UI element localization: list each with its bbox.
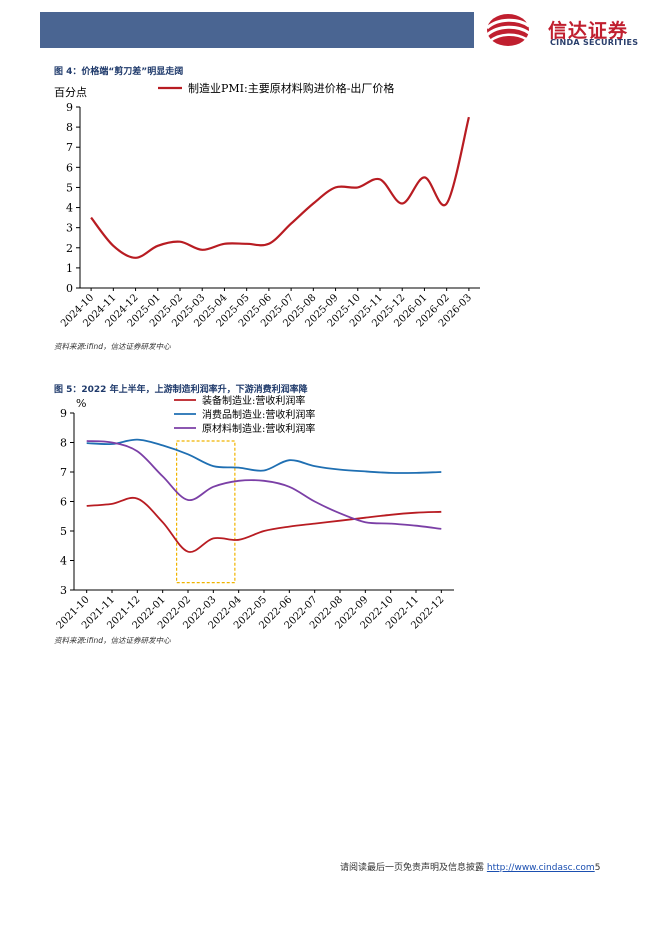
y-tick-label: 3 xyxy=(66,222,73,235)
legend-label: 消费品制造业:营收利润率 xyxy=(202,408,315,421)
website-link[interactable]: http://www.cindasc.com xyxy=(486,863,595,873)
y-tick-label: 9 xyxy=(60,407,67,420)
y-tick-label: 5 xyxy=(60,525,67,538)
y-tick-label: 5 xyxy=(66,181,73,194)
header-bar xyxy=(40,12,474,48)
y-tick-label: 7 xyxy=(66,141,73,154)
figure-5-source: 资料来源:ifind，信达证券研发中心 xyxy=(54,636,171,645)
y-tick-label: 8 xyxy=(66,121,73,134)
figure-4-source: 资料来源:ifind，信达证券研发中心 xyxy=(54,342,171,351)
footer: 请阅读最后一页免责声明及信息披露 http://www.cindasc.com5 xyxy=(340,860,600,873)
series-line xyxy=(86,440,442,530)
y-tick-label: 6 xyxy=(66,161,73,174)
series-line xyxy=(86,496,442,553)
chart-price-scissors: 01234567892024-102024-112024-122025-0120… xyxy=(54,81,480,330)
figure-4-title: 图 4：价格端“剪刀差”明显走阔 xyxy=(54,67,184,77)
legend-label: 装备制造业:营收利润率 xyxy=(202,394,305,407)
chart-profit-margin: 34567892021-102021-112021-122022-012022-… xyxy=(55,394,454,632)
series-line xyxy=(86,438,442,474)
series-line xyxy=(90,116,470,259)
legend-label: 制造业PMI:主要原材料购进价格-出厂价格 xyxy=(188,81,394,95)
legend-label: 原材料制造业:营收利润率 xyxy=(202,422,315,435)
y-tick-label: 6 xyxy=(60,496,67,509)
logo-icon xyxy=(486,14,530,46)
page-number: 5 xyxy=(594,863,601,873)
y-tick-label: 4 xyxy=(66,202,73,215)
y-tick-label: 0 xyxy=(66,282,73,295)
y-tick-label: 1 xyxy=(66,262,73,275)
logo-text-cn: 信达证券 xyxy=(548,20,629,42)
logo-text-en: CINDA SECURITIES xyxy=(550,38,639,47)
y-tick-label: 4 xyxy=(60,555,67,568)
y-axis-label: % xyxy=(76,397,86,410)
disclaimer-text: 请阅读最后一页免责声明及信息披露 xyxy=(340,863,485,873)
figure-5-title: 图 5：2022 年上半年，上游制造利润率升，下游消费利润率降 xyxy=(54,385,308,395)
y-tick-label: 9 xyxy=(66,101,73,114)
y-tick-label: 3 xyxy=(60,584,67,597)
y-tick-label: 2 xyxy=(66,242,73,255)
y-tick-label: 8 xyxy=(60,437,67,450)
y-axis-label: 百分点 xyxy=(54,86,87,99)
y-tick-label: 7 xyxy=(60,466,67,479)
